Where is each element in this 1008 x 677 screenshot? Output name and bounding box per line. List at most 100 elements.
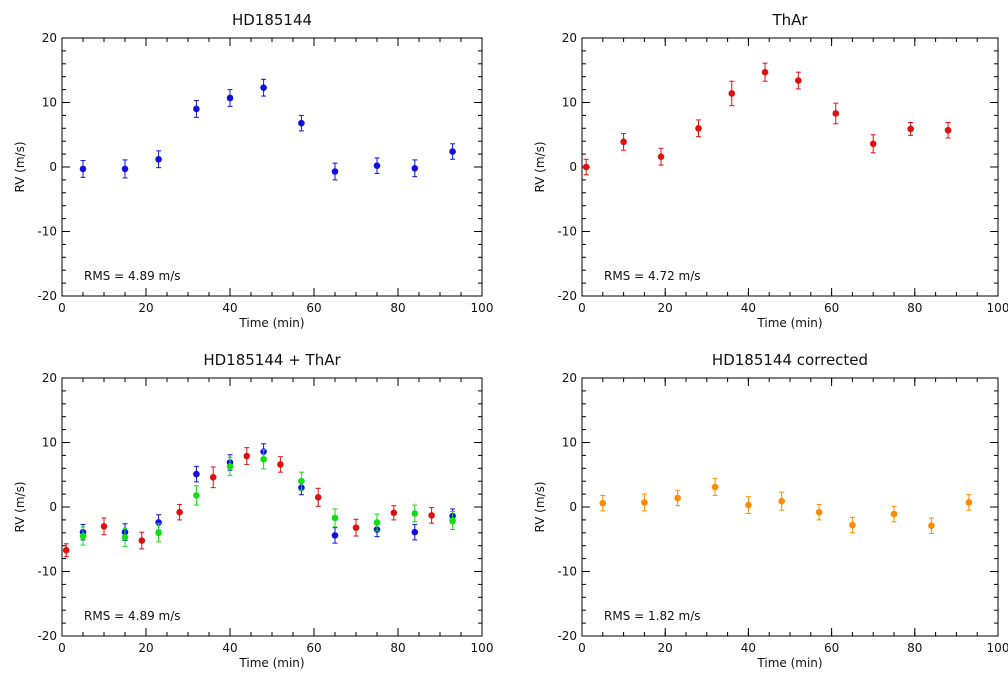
y-axis-label: RV (m/s) <box>13 141 27 192</box>
x-tick-label: 40 <box>741 301 756 315</box>
x-tick-label: 60 <box>824 641 839 655</box>
data-series-3 <box>79 449 456 547</box>
data-point <box>695 125 702 132</box>
data-point <box>965 499 973 506</box>
data-point <box>815 508 823 516</box>
data-point <box>243 452 251 460</box>
y-tick-label: -20 <box>557 289 577 303</box>
y-axis-label: RV (m/s) <box>533 481 547 532</box>
data-point <box>155 529 162 537</box>
y-tick-label: 10 <box>562 96 577 110</box>
rms-annotation: RMS = 4.72 m/s <box>604 269 701 283</box>
data-point <box>411 528 419 536</box>
plot-frame <box>581 37 999 297</box>
chart-title: HD185144 <box>232 11 312 29</box>
x-tick-label: 80 <box>390 301 405 315</box>
data-point <box>193 492 200 499</box>
x-tick-label: 80 <box>907 641 922 655</box>
data-point <box>674 494 681 502</box>
x-tick-label: 0 <box>578 641 586 655</box>
y-tick-label: 0 <box>569 500 577 514</box>
data-series-2 <box>79 443 456 544</box>
data-point <box>849 521 856 529</box>
x-tick-label: 100 <box>471 641 494 655</box>
x-tick-label: 100 <box>471 301 494 315</box>
data-point <box>582 163 590 171</box>
data-point <box>155 155 162 163</box>
x-axis-label: Time (min) <box>756 316 822 330</box>
data-point <box>209 474 217 481</box>
data-point <box>890 510 898 518</box>
y-tick-label: 0 <box>49 500 57 514</box>
rms-annotation: RMS = 4.89 m/s <box>84 269 181 283</box>
data-series-1 <box>582 62 952 176</box>
data-point <box>193 105 200 113</box>
data-point <box>657 153 665 160</box>
x-tick-label: 60 <box>306 641 321 655</box>
x-tick-label: 20 <box>138 301 153 315</box>
x-tick-label: 0 <box>58 301 66 315</box>
data-point <box>79 532 87 540</box>
x-tick-label: 20 <box>138 641 153 655</box>
data-point <box>260 455 267 463</box>
x-axis-label: Time (min) <box>238 656 304 670</box>
data-point <box>226 94 234 102</box>
data-point <box>869 140 877 148</box>
x-axis-label: Time (min) <box>238 316 304 330</box>
y-tick-label: -20 <box>37 289 57 303</box>
x-tick-label: 20 <box>658 641 673 655</box>
y-tick-label: 10 <box>42 96 57 110</box>
y-tick-label: -20 <box>557 629 577 643</box>
rms-annotation: RMS = 4.89 m/s <box>84 609 181 623</box>
x-tick-label: 40 <box>222 641 237 655</box>
y-tick-label: 0 <box>49 160 57 174</box>
y-tick-label: 10 <box>42 436 57 450</box>
x-tick-label: 0 <box>578 301 586 315</box>
y-tick-label: 10 <box>562 436 577 450</box>
data-point <box>62 546 70 554</box>
data-point <box>411 510 419 517</box>
data-point <box>795 77 802 84</box>
data-point <box>260 84 267 91</box>
data-point <box>373 519 381 526</box>
x-tick-label: 100 <box>987 301 1008 315</box>
data-point <box>331 514 339 522</box>
y-axis-label: RV (m/s) <box>13 481 27 532</box>
y-tick-label: 0 <box>569 160 577 174</box>
data-point <box>907 125 914 133</box>
data-point <box>352 524 360 531</box>
y-tick-label: 20 <box>562 31 577 45</box>
data-point <box>100 523 108 530</box>
x-axis-label: Time (min) <box>756 656 822 670</box>
x-tick-label: 40 <box>741 641 756 655</box>
chart-title: ThAr <box>771 11 808 29</box>
data-point <box>314 494 322 501</box>
data-point <box>832 110 840 117</box>
y-tick-label: -10 <box>37 225 57 239</box>
y-tick-label: 20 <box>42 31 57 45</box>
data-point <box>620 138 627 146</box>
plot-frame <box>61 377 483 637</box>
data-point <box>944 126 952 134</box>
data-point <box>121 534 129 541</box>
data-point <box>428 512 435 519</box>
x-tick-label: 60 <box>824 301 839 315</box>
data-point <box>928 522 935 530</box>
y-tick-label: -20 <box>37 629 57 643</box>
data-series-1 <box>599 478 973 534</box>
chart-title: HD185144 + ThAr <box>203 351 341 369</box>
y-tick-label: -10 <box>557 225 577 239</box>
x-tick-label: 60 <box>306 301 321 315</box>
y-tick-label: -10 <box>37 565 57 579</box>
data-point <box>226 463 234 470</box>
data-series-1 <box>62 447 435 558</box>
data-series-1 <box>79 78 456 181</box>
data-point <box>373 162 381 170</box>
x-tick-label: 40 <box>222 301 237 315</box>
data-point <box>331 168 339 175</box>
